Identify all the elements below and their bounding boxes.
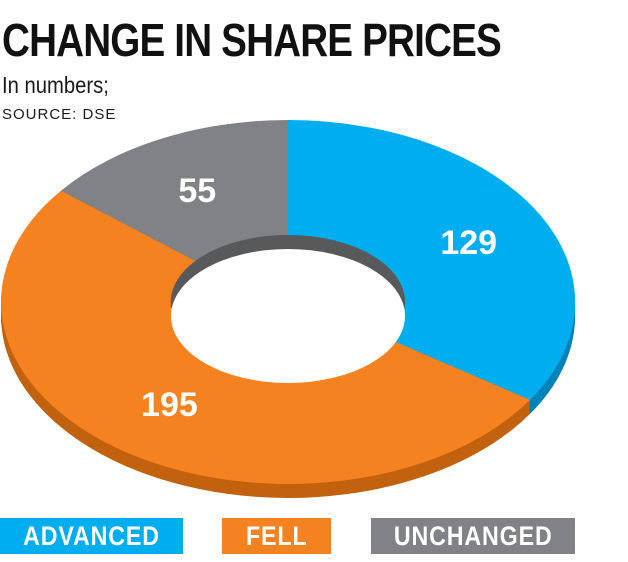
donut-top — [1, 120, 576, 484]
data-label-advanced: 129 — [440, 224, 497, 262]
legend-label-advanced: ADVANCED — [23, 520, 160, 551]
legend-item-fell: FELL — [222, 518, 331, 554]
legend-item-advanced: ADVANCED — [0, 518, 183, 554]
legend-label-unchanged: UNCHANGED — [393, 520, 553, 551]
donut-chart: 129 195 55 — [1, 120, 576, 498]
donut-hole — [171, 249, 405, 383]
data-label-unchanged: 55 — [178, 172, 216, 210]
slice-fell — [1, 190, 530, 484]
chart-subtitle: In numbers; — [2, 72, 109, 98]
legend-label-fell: FELL — [245, 520, 308, 551]
legend-item-unchanged: UNCHANGED — [371, 518, 575, 554]
chart-title: CHANGE IN SHARE PRICES — [2, 14, 502, 66]
donut-labels: 129 195 55 — [141, 172, 497, 424]
slice-unchanged — [61, 120, 288, 261]
data-label-fell: 195 — [141, 386, 198, 424]
slice-advanced — [288, 120, 576, 400]
chart-source: SOURCE: DSE — [2, 106, 117, 123]
